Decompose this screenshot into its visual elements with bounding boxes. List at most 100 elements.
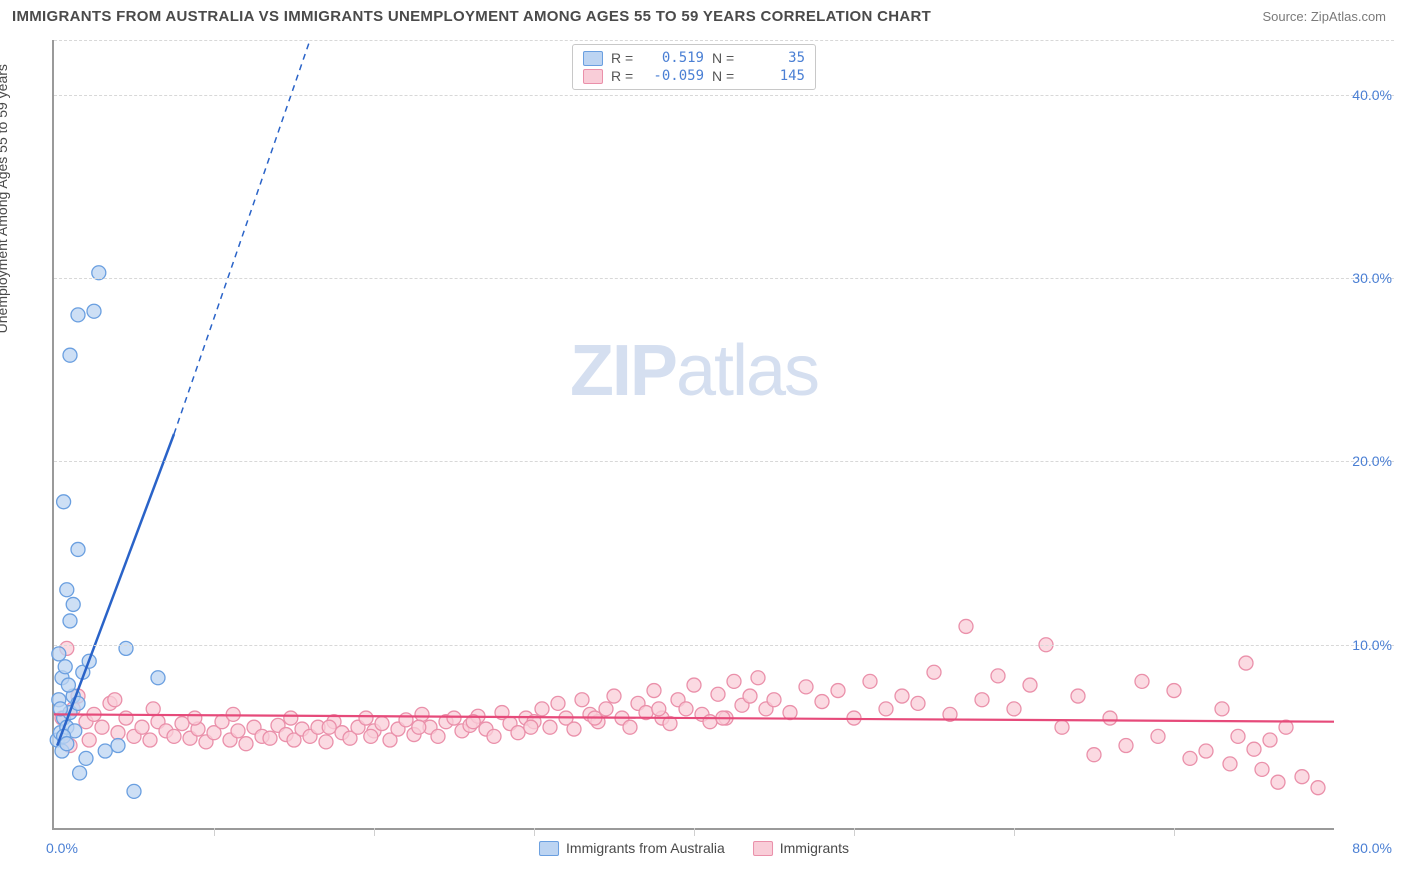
chart-container: Unemployment Among Ages 55 to 59 years Z…: [12, 40, 1394, 880]
trendline-immigrants: [54, 714, 1334, 721]
y-axis-label: Unemployment Among Ages 55 to 59 years: [0, 64, 10, 333]
gridline-h: [54, 645, 1394, 646]
scatter-plot-svg: [54, 40, 1334, 828]
scatter-point: [767, 693, 781, 707]
scatter-point: [175, 717, 189, 731]
scatter-point: [167, 729, 181, 743]
scatter-point: [647, 684, 661, 698]
scatter-point: [1271, 775, 1285, 789]
scatter-point: [535, 702, 549, 716]
swatch-blue-icon: [539, 841, 559, 856]
scatter-point: [1071, 689, 1085, 703]
scatter-point: [188, 711, 202, 725]
scatter-point: [1295, 770, 1309, 784]
scatter-point: [231, 724, 245, 738]
scatter-point: [284, 711, 298, 725]
scatter-point: [127, 784, 141, 798]
scatter-point: [607, 689, 621, 703]
scatter-point: [119, 641, 133, 655]
scatter-point: [1151, 729, 1165, 743]
plot-area: ZIPatlas R = 0.519 N = 35 R = -0.059 N =…: [52, 40, 1334, 830]
legend-item-immigrants: Immigrants: [753, 840, 849, 856]
stat-row-series-b: R = -0.059 N = 145: [583, 67, 805, 85]
scatter-point: [151, 671, 165, 685]
scatter-point: [63, 348, 77, 362]
scatter-point: [727, 674, 741, 688]
series-legend: Immigrants from Australia Immigrants: [539, 840, 849, 856]
scatter-point: [1263, 733, 1277, 747]
source-attribution: Source: ZipAtlas.com: [1262, 9, 1386, 24]
scatter-point: [60, 583, 74, 597]
scatter-point: [991, 669, 1005, 683]
scatter-point: [111, 739, 125, 753]
correlation-stat-legend: R = 0.519 N = 35 R = -0.059 N = 145: [572, 44, 816, 90]
stat-row-series-a: R = 0.519 N = 35: [583, 49, 805, 67]
scatter-point: [1023, 678, 1037, 692]
scatter-point: [1007, 702, 1021, 716]
x-minor-tick: [694, 828, 695, 836]
scatter-point: [61, 678, 75, 692]
scatter-point: [743, 689, 757, 703]
scatter-point: [687, 678, 701, 692]
swatch-pink-icon: [583, 69, 603, 84]
scatter-point: [1215, 702, 1229, 716]
scatter-point: [863, 674, 877, 688]
y-tick-label: 30.0%: [1337, 270, 1392, 286]
scatter-point: [239, 737, 253, 751]
scatter-point: [87, 304, 101, 318]
scatter-point: [1223, 757, 1237, 771]
scatter-point: [703, 715, 717, 729]
n-value-b: 145: [750, 68, 805, 84]
scatter-point: [322, 720, 336, 734]
scatter-point: [799, 680, 813, 694]
scatter-point: [1247, 742, 1261, 756]
scatter-point: [319, 735, 333, 749]
scatter-point: [52, 647, 66, 661]
y-tick-label: 40.0%: [1337, 87, 1392, 103]
legend-label-b: Immigrants: [780, 840, 849, 856]
r-label: R =: [611, 68, 641, 84]
scatter-point: [135, 720, 149, 734]
scatter-point: [71, 542, 85, 556]
scatter-point: [1167, 684, 1181, 698]
scatter-point: [108, 693, 122, 707]
scatter-point: [623, 720, 637, 734]
scatter-point: [511, 726, 525, 740]
chart-header: IMMIGRANTS FROM AUSTRALIA VS IMMIGRANTS …: [0, 0, 1406, 29]
n-label: N =: [712, 68, 742, 84]
gridline-h: [54, 40, 1394, 41]
scatter-point: [60, 737, 74, 751]
scatter-point: [63, 614, 77, 628]
x-minor-tick: [854, 828, 855, 836]
r-value-b: -0.059: [649, 68, 704, 84]
scatter-point: [263, 731, 277, 745]
scatter-point: [359, 711, 373, 725]
scatter-point: [551, 696, 565, 710]
scatter-point: [1119, 739, 1133, 753]
scatter-point: [58, 660, 72, 674]
scatter-point: [1103, 711, 1117, 725]
swatch-pink-icon: [753, 841, 773, 856]
scatter-point: [1087, 748, 1101, 762]
y-tick-label: 20.0%: [1337, 453, 1392, 469]
scatter-point: [487, 729, 501, 743]
scatter-point: [415, 707, 429, 721]
scatter-point: [831, 684, 845, 698]
scatter-point: [879, 702, 893, 716]
n-value-a: 35: [750, 50, 805, 66]
scatter-point: [975, 693, 989, 707]
scatter-point: [679, 702, 693, 716]
scatter-point: [895, 689, 909, 703]
scatter-point: [711, 687, 725, 701]
scatter-point: [815, 695, 829, 709]
scatter-point: [82, 733, 96, 747]
x-minor-tick: [534, 828, 535, 836]
scatter-point: [66, 597, 80, 611]
y-tick-label: 10.0%: [1337, 637, 1392, 653]
scatter-point: [1311, 781, 1325, 795]
scatter-point: [146, 702, 160, 716]
scatter-point: [959, 619, 973, 633]
scatter-point: [447, 711, 461, 725]
scatter-point: [783, 706, 797, 720]
x-tick-max: 80.0%: [1352, 840, 1392, 856]
